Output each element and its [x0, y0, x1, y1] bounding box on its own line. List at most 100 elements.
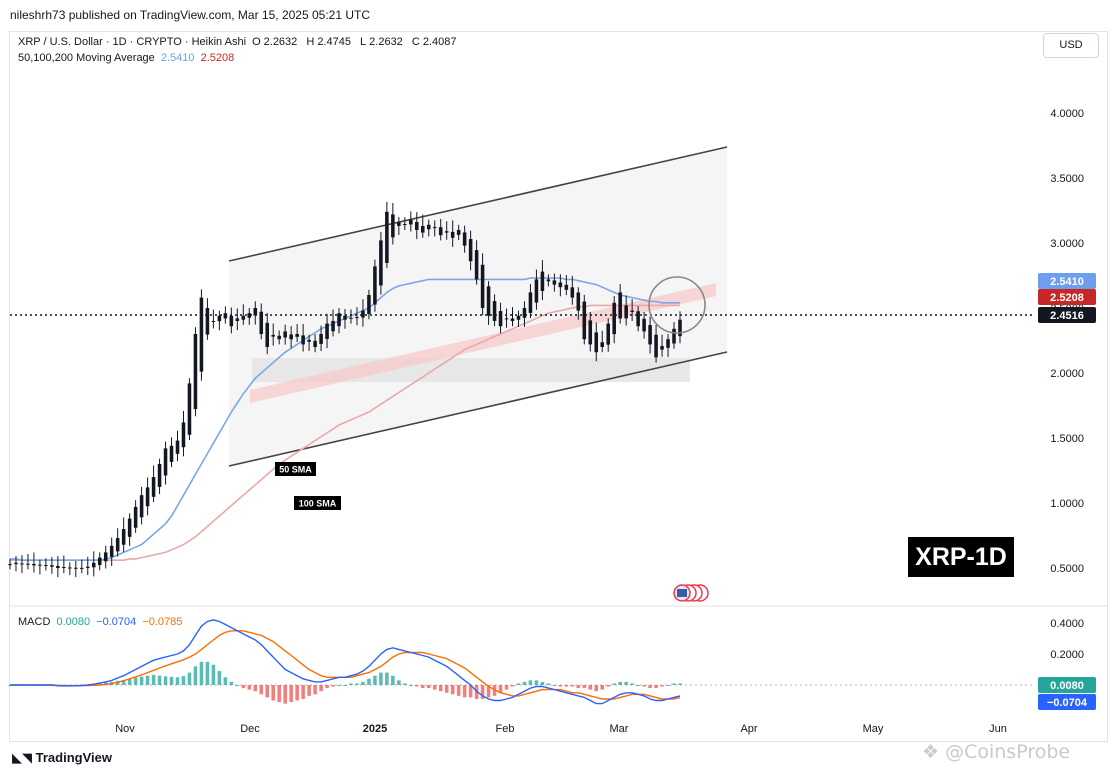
candle-body: [223, 313, 228, 319]
candle-body: [642, 318, 646, 332]
macd-histogram-bar: [606, 685, 610, 687]
price-label: 2.5410: [1050, 276, 1084, 288]
channel-lower-line[interactable]: [228, 351, 728, 467]
event-flags-icon[interactable]: [673, 584, 709, 602]
macd-histogram-bar: [588, 685, 593, 690]
macd-label: MACD: [18, 616, 51, 628]
macd-histogram-bar: [157, 675, 162, 685]
macd-histogram-bar: [654, 685, 658, 689]
macd-histogram-bar: [522, 681, 527, 685]
candle-body: [307, 339, 311, 342]
candle-body: [498, 311, 503, 327]
macd-signal-line: [10, 630, 681, 700]
candle-body: [552, 280, 557, 285]
macd-histogram-bar: [307, 685, 311, 696]
currency-button[interactable]: USD: [1043, 33, 1099, 58]
macd-histogram-bar: [594, 685, 599, 692]
candle-body: [415, 222, 419, 230]
candle-body: [606, 323, 610, 345]
candle-body: [444, 231, 449, 233]
macd-histogram-bar: [450, 685, 455, 695]
macd-histogram-bar: [97, 683, 102, 685]
candle-body: [103, 552, 108, 562]
candle-body: [175, 440, 180, 454]
macd-histogram-bar: [265, 685, 270, 698]
candle-body: [56, 565, 60, 568]
candle-body: [504, 318, 509, 320]
candle-body: [522, 308, 527, 318]
candle-body: [151, 477, 156, 497]
macd-histogram-bar: [373, 675, 377, 685]
macd-histogram-bar: [325, 685, 329, 689]
candle-body: [187, 383, 192, 435]
tradingview-logo[interactable]: ◣◥ TradingView: [12, 750, 112, 766]
candle-body: [229, 315, 234, 327]
candle-body: [385, 211, 389, 263]
macd-histogram-bar: [498, 685, 503, 693]
macd-histogram-bar: [193, 666, 198, 685]
candle-body: [211, 321, 216, 322]
candle-body: [540, 271, 545, 292]
macd-histogram-bar: [229, 681, 234, 685]
macd-histogram-bar: [540, 681, 545, 685]
candle-body: [271, 334, 275, 337]
candle-body: [289, 334, 293, 340]
macd-histogram-bar: [666, 685, 670, 686]
candle-body: [420, 226, 425, 233]
candle-body: [480, 264, 485, 308]
macd-value-label-bg: [1038, 677, 1096, 693]
trend-band: [250, 283, 716, 403]
candle-body: [319, 334, 323, 344]
price-label-bg: [1038, 307, 1096, 323]
x-tick-label: 2025: [363, 723, 387, 735]
candle-body: [492, 301, 497, 321]
candle-body: [80, 567, 84, 569]
macd-histogram-bar: [355, 683, 359, 685]
macd-histogram-bar: [570, 685, 575, 687]
macd-histogram-bar: [480, 685, 485, 699]
symbol-badge: XRP-1D: [908, 537, 1014, 577]
candle-body: [397, 222, 401, 226]
macd-histogram-bar: [624, 681, 628, 685]
x-tick-label: Nov: [115, 723, 135, 735]
ma-label: 50,100,200 Moving Average: [18, 52, 155, 64]
candle-body: [62, 566, 66, 568]
macd-histogram-bar: [301, 685, 305, 699]
candle-body: [109, 545, 114, 557]
candle-body: [367, 295, 371, 315]
candle-body: [265, 322, 270, 347]
symbol-legend: XRP / U.S. Dollar · 1D · CRYPTO · Heikin…: [18, 36, 462, 48]
macd-histogram-bar: [283, 685, 287, 704]
macd-histogram-bar: [546, 683, 551, 685]
sma100-line: [10, 304, 680, 561]
macd-y-tick-label: 0.4000: [1050, 618, 1084, 630]
macd-histogram-bar: [486, 685, 491, 698]
channel-upper-line[interactable]: [228, 146, 728, 262]
ohlc-high: H 2.4745: [306, 36, 351, 48]
macd-histogram-bar: [253, 685, 258, 692]
candle-body: [217, 315, 222, 322]
ohlc-low: L 2.2632: [360, 36, 403, 48]
macd-histogram-bar: [277, 685, 281, 703]
macd-histogram-bar: [379, 672, 383, 685]
macd-histogram-bar: [211, 664, 216, 685]
candle-body: [133, 506, 138, 528]
macd-histogram-bar: [343, 685, 347, 686]
macd-histogram-bar: [672, 683, 676, 685]
x-tick-label: May: [863, 723, 884, 735]
macd-histogram-bar: [642, 685, 646, 687]
macd-histogram-bar: [337, 685, 341, 686]
candle-body: [409, 219, 413, 225]
macd-histogram-bar: [121, 680, 126, 685]
x-tick-label: Jun: [989, 723, 1007, 735]
macd-histogram-bar: [133, 677, 138, 685]
candle-body: [8, 564, 12, 566]
macd-histogram-bar: [295, 685, 299, 701]
candle-body: [97, 557, 102, 566]
candle-body: [139, 495, 144, 518]
macd-histogram-bar: [127, 678, 132, 685]
candle-body: [474, 250, 479, 280]
macd-histogram-bar: [223, 677, 228, 685]
candle-body: [648, 325, 652, 345]
